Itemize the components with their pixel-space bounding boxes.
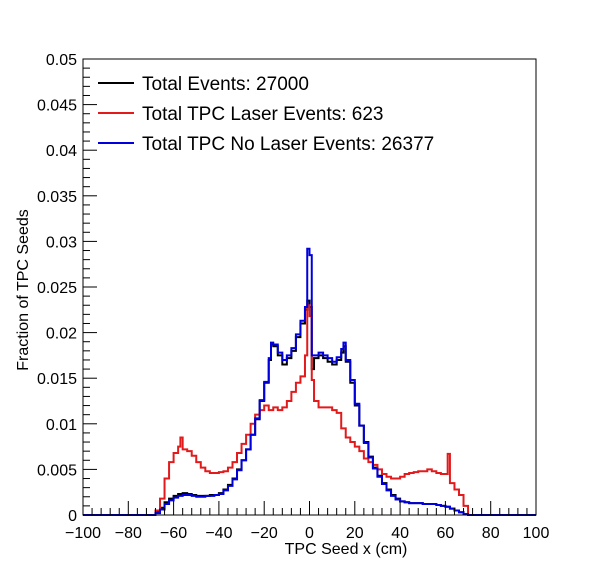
x-tick-label: −20 [251,525,278,542]
x-tick-label: 60 [437,525,455,542]
legend: Total Events: 27000 Total TPC Laser Event… [98,74,434,155]
legend-label-3: Total TPC No Laser Events: 26377 [142,134,434,155]
x-tick-label: 100 [523,525,550,542]
y-tick-label: 0.01 [46,417,77,434]
x-tick-label: −80 [115,525,142,542]
x-tick-label: −100 [65,525,101,542]
y-tick-label: 0.045 [37,98,77,115]
legend-label-2: Total TPC Laser Events: 623 [142,104,384,125]
series-line-3 [83,247,536,516]
y-tick-label: 0.015 [37,371,77,388]
x-tick-label: 80 [482,525,500,542]
y-tick-label: 0.005 [37,462,77,479]
x-tick-label: −40 [205,525,232,542]
y-tick-label: 0 [68,508,77,525]
y-tick-label: 0.04 [46,143,77,160]
x-tick-label: 40 [391,525,409,542]
x-tick-label: −60 [160,525,187,542]
series-layer [83,247,536,516]
y-tick-label: 0.035 [37,189,77,206]
y-tick-label: 0.03 [46,234,77,251]
x-tick-label: 0 [305,525,314,542]
y-tick-label: 0.025 [37,280,77,297]
x-tick-label: 20 [346,525,364,542]
legend-label-1: Total Events: 27000 [142,74,309,95]
ticks-layer: −100 −80 −60 −40 −20 0 20 40 60 80 100 0 0.005 0.01 0.… [37,52,549,542]
y-axis-title: Fraction of TPC Seeds [15,209,32,371]
y-tick-label: 0.02 [46,326,77,343]
x-axis-title: TPC Seed x (cm) [285,541,408,558]
y-tick-label: 0.05 [46,52,77,69]
